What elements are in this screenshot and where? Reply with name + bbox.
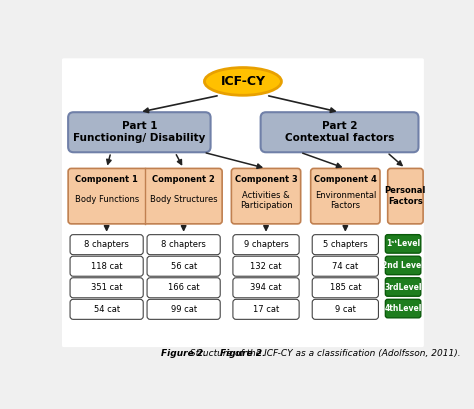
FancyBboxPatch shape — [147, 299, 220, 319]
FancyBboxPatch shape — [310, 169, 380, 224]
Text: 9 cat: 9 cat — [335, 305, 356, 314]
FancyBboxPatch shape — [231, 169, 301, 224]
Text: 54 cat: 54 cat — [93, 305, 120, 314]
Text: Body Structures: Body Structures — [150, 195, 218, 204]
FancyBboxPatch shape — [312, 278, 378, 298]
FancyBboxPatch shape — [68, 112, 210, 152]
FancyBboxPatch shape — [147, 278, 220, 298]
FancyBboxPatch shape — [312, 256, 378, 276]
FancyBboxPatch shape — [385, 278, 421, 296]
Text: Environmental
Factors: Environmental Factors — [315, 191, 376, 211]
FancyBboxPatch shape — [385, 299, 421, 318]
FancyBboxPatch shape — [147, 256, 220, 276]
FancyBboxPatch shape — [70, 235, 143, 255]
Text: Structure of the ICF-CY as a classification (Adolfsson, 2011).: Structure of the ICF-CY as a classificat… — [188, 349, 461, 358]
FancyBboxPatch shape — [312, 235, 378, 255]
FancyBboxPatch shape — [147, 235, 220, 255]
FancyBboxPatch shape — [70, 299, 143, 319]
Text: 9 chapters: 9 chapters — [244, 240, 288, 249]
Text: 17 cat: 17 cat — [253, 305, 279, 314]
Text: 132 cat: 132 cat — [250, 262, 282, 271]
Text: 3rdLevel: 3rdLevel — [384, 283, 422, 292]
Text: 166 cat: 166 cat — [168, 283, 200, 292]
FancyBboxPatch shape — [70, 278, 143, 298]
Text: Part 1
Functioning/ Disability: Part 1 Functioning/ Disability — [73, 121, 206, 143]
Text: 8 chapters: 8 chapters — [161, 240, 206, 249]
Text: 118 cat: 118 cat — [91, 262, 122, 271]
Ellipse shape — [204, 67, 282, 95]
Text: Component 3: Component 3 — [235, 175, 297, 184]
FancyBboxPatch shape — [385, 256, 421, 275]
Text: 4thLevel: 4thLevel — [384, 304, 422, 313]
Text: 74 cat: 74 cat — [332, 262, 358, 271]
Text: Activities &
Participation: Activities & Participation — [240, 191, 292, 211]
Text: 8 chapters: 8 chapters — [84, 240, 129, 249]
FancyBboxPatch shape — [388, 169, 423, 224]
Text: 394 cat: 394 cat — [250, 283, 282, 292]
Text: 185 cat: 185 cat — [329, 283, 361, 292]
FancyBboxPatch shape — [385, 235, 421, 253]
Text: 5 chapters: 5 chapters — [323, 240, 368, 249]
Text: Component 2: Component 2 — [152, 175, 215, 184]
FancyBboxPatch shape — [261, 112, 419, 152]
Text: Part 2
Contextual factors: Part 2 Contextual factors — [285, 121, 394, 143]
FancyBboxPatch shape — [312, 299, 378, 319]
Text: Body Functions: Body Functions — [74, 195, 139, 204]
Text: 56 cat: 56 cat — [171, 262, 197, 271]
Text: Component 1: Component 1 — [75, 175, 138, 184]
Text: ICF-CY: ICF-CY — [220, 75, 265, 88]
FancyBboxPatch shape — [62, 58, 424, 347]
Text: 351 cat: 351 cat — [91, 283, 122, 292]
Text: Component 4: Component 4 — [314, 175, 377, 184]
FancyBboxPatch shape — [233, 299, 299, 319]
FancyBboxPatch shape — [70, 256, 143, 276]
FancyBboxPatch shape — [233, 278, 299, 298]
FancyBboxPatch shape — [68, 169, 222, 224]
Text: Figure 2.: Figure 2. — [220, 349, 265, 358]
FancyBboxPatch shape — [233, 256, 299, 276]
FancyBboxPatch shape — [233, 235, 299, 255]
Text: Personal
Factors: Personal Factors — [385, 187, 426, 206]
Text: Figure 2.: Figure 2. — [161, 349, 206, 358]
Text: 2nd Level: 2nd Level — [382, 261, 424, 270]
Text: 99 cat: 99 cat — [171, 305, 197, 314]
Text: 1ˢᵗLevel: 1ˢᵗLevel — [386, 239, 420, 248]
